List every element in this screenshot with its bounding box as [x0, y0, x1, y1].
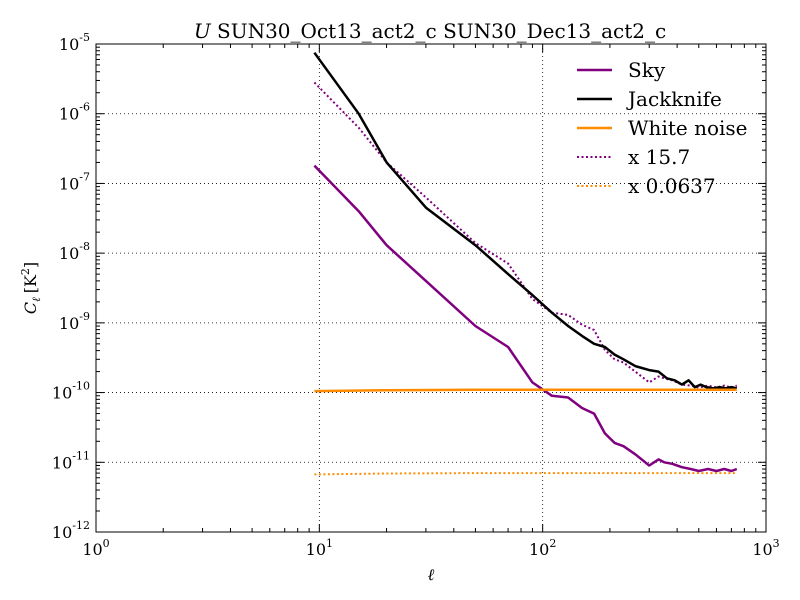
y-axis-label-unit-end: ] — [21, 262, 40, 268]
x-tick-label: 103 — [752, 537, 779, 559]
y-axis-label: Cℓ [K2] — [19, 262, 43, 314]
legend: Sky Jackknife White noise x 15.7 x 0.0637 — [577, 58, 747, 198]
y-tick-label: 10-12 — [52, 519, 90, 542]
series-layer — [313, 51, 738, 476]
y-axis-label-sub: ℓ — [30, 297, 43, 302]
ticks-layer: 100 101 102 103 10-12 10-11 10-10 10-9 10-8 10-7 1… — [52, 31, 780, 559]
y-tick-label: 10-5 — [59, 31, 90, 54]
series-line-white-noise — [314, 388, 737, 393]
series-line-sky — [313, 164, 738, 473]
chart-title: U SUN30_Oct13_act2_c SUN30_Dec13_act2_c — [194, 19, 666, 43]
series-line-jackknife — [313, 51, 738, 390]
y-tick-label: 10-7 — [59, 170, 90, 193]
legend-label: White noise — [628, 116, 747, 140]
chart-title-rest: SUN30_Oct13_act2_c SUN30_Dec13_act2_c — [211, 19, 667, 43]
y-tick-label: 10-9 — [59, 310, 90, 333]
y-axis-label-unit-sup: 2 — [19, 268, 32, 275]
y-axis-label-main: C — [21, 302, 40, 314]
plot-frame — [95, 43, 767, 533]
y-tick-label: 10-10 — [52, 380, 90, 403]
legend-label: Jackknife — [626, 87, 722, 111]
y-tick-label: 10-11 — [52, 449, 90, 472]
x-tick-label: 100 — [82, 537, 109, 559]
y-tick-label: 10-6 — [59, 101, 90, 124]
legend-label: x 0.0637 — [628, 174, 716, 198]
series-line-x-0-0637 — [314, 472, 737, 476]
x-tick-label: 102 — [529, 537, 556, 559]
legend-label: x 15.7 — [628, 145, 690, 169]
grid-layer — [96, 44, 766, 532]
x-axis-label: ℓ — [428, 565, 435, 584]
y-axis-label-unit: [K — [21, 274, 40, 293]
x-tick-label: 101 — [306, 537, 333, 559]
chart-title-italic: U — [194, 19, 212, 43]
y-tick-label: 10-8 — [59, 240, 90, 263]
legend-label: Sky — [628, 58, 666, 82]
